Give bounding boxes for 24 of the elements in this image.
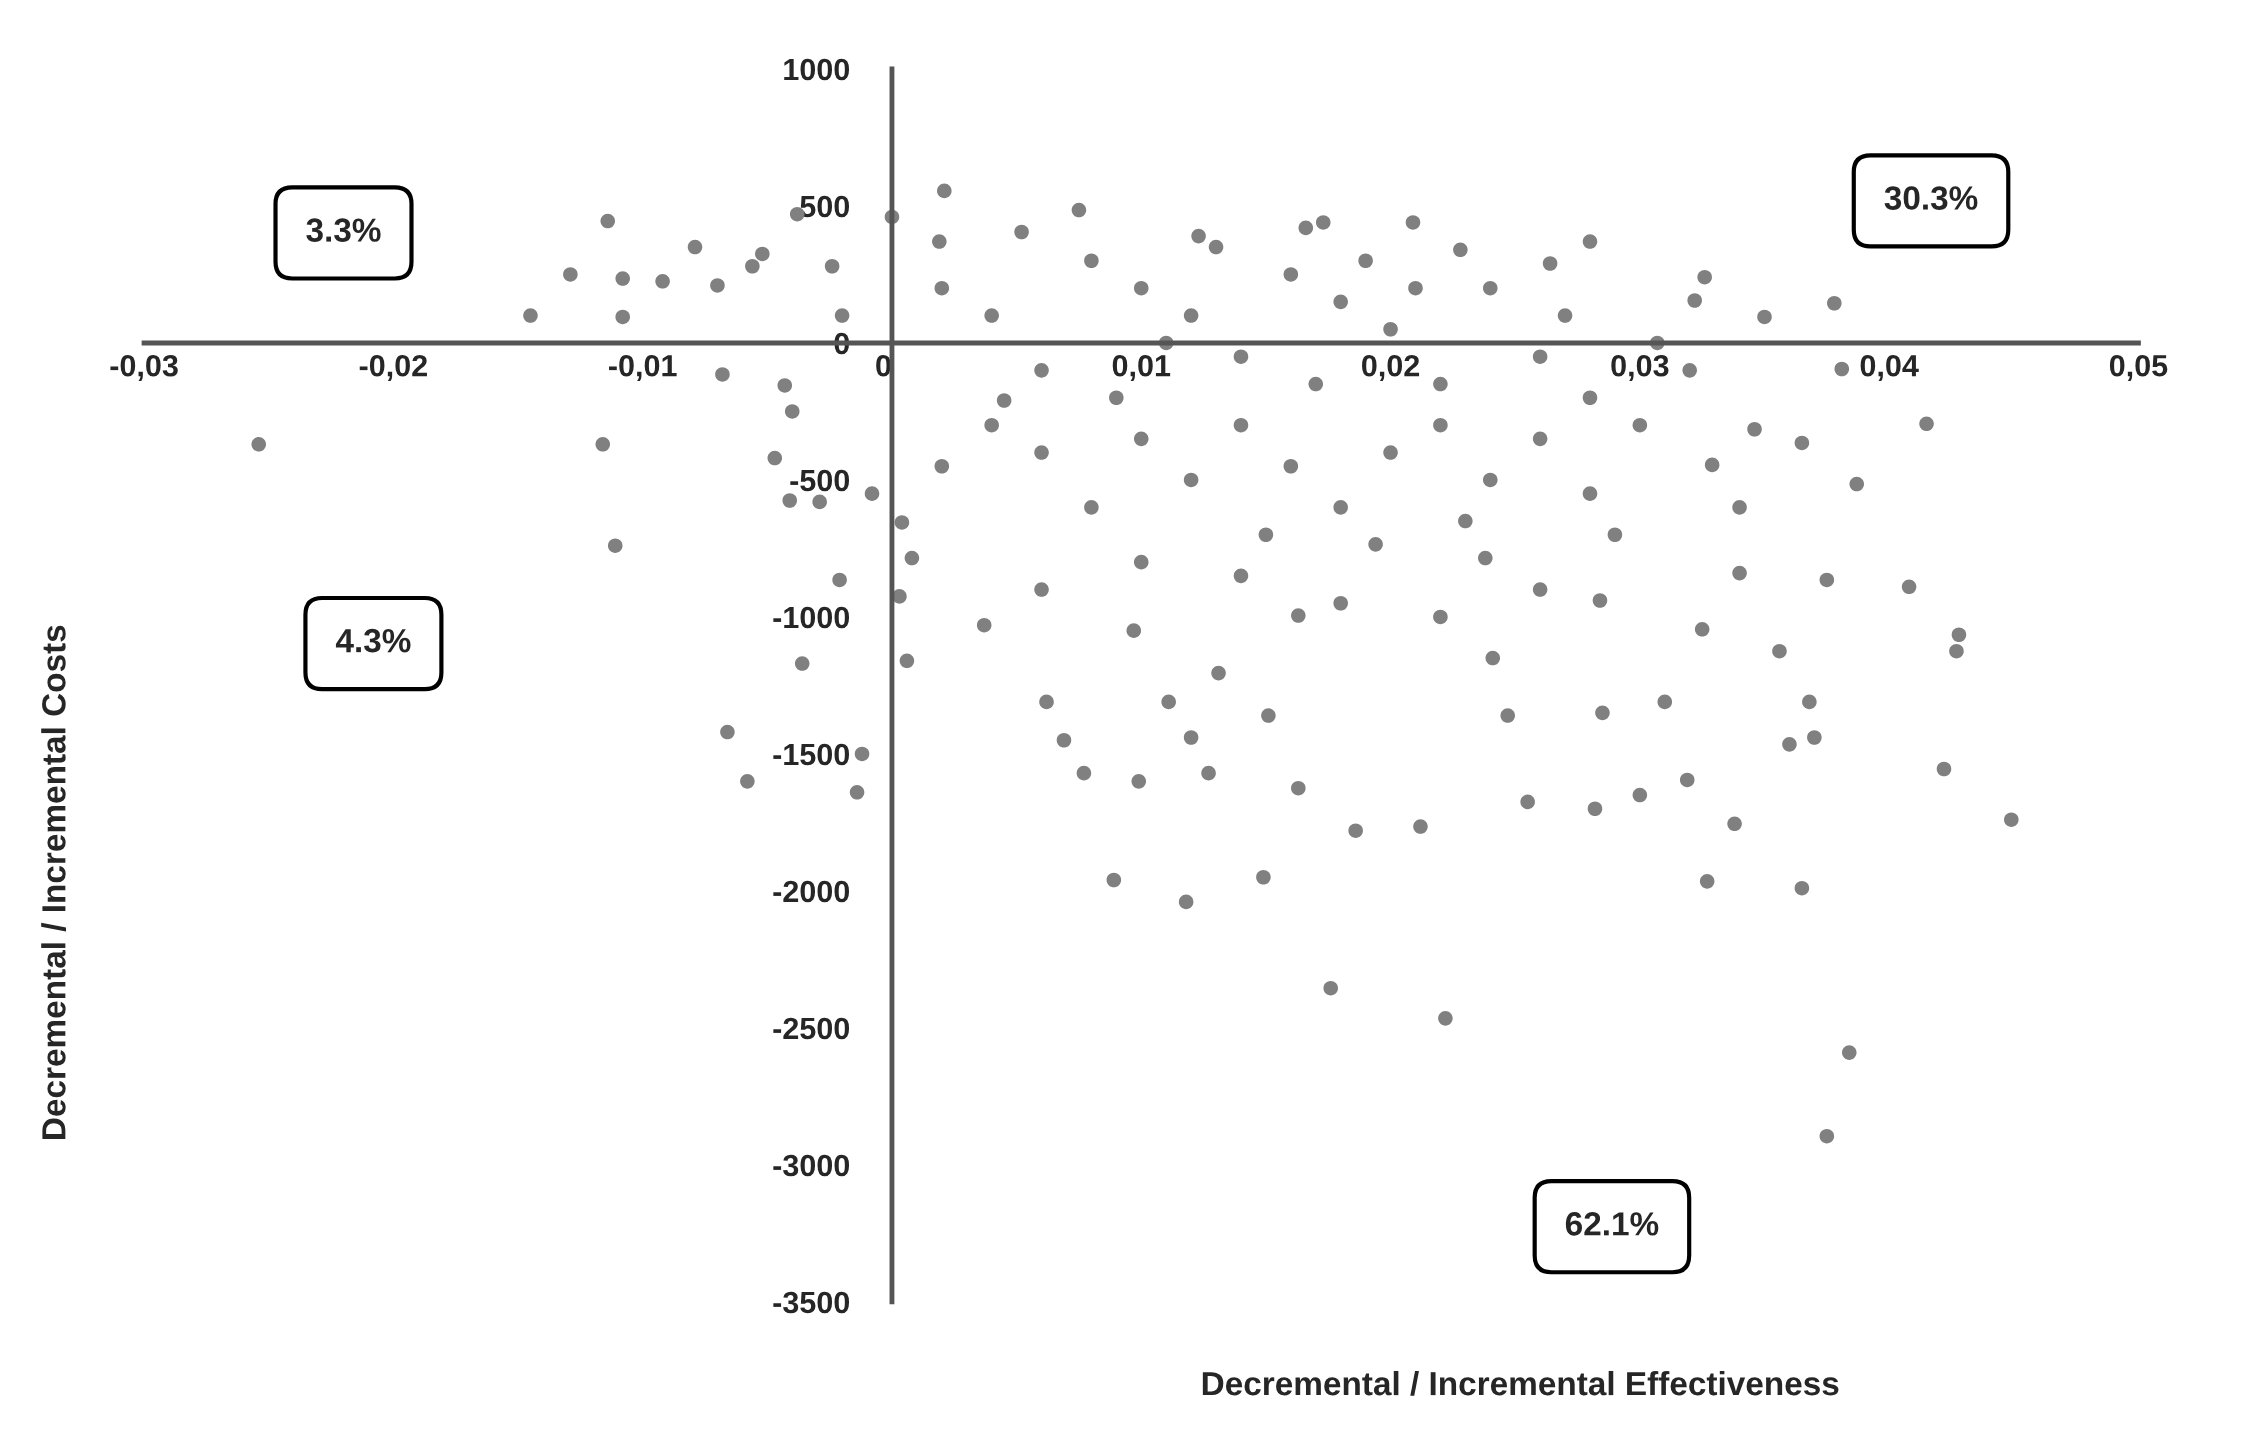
y-tick-label: -1000 — [773, 606, 850, 629]
x-tick-label: 0,04 — [1860, 354, 1919, 381]
annotation: 3.3% — [306, 218, 381, 242]
y-tick-label: -1500 — [773, 743, 850, 766]
y-axis-title: Decremental / Incremental Costs — [41, 625, 67, 1139]
x-tick-label: -0,02 — [359, 354, 427, 381]
x-tick-label: 0 — [876, 354, 891, 377]
y-tick-label: -500 — [790, 469, 850, 492]
y-tick-label: -3500 — [773, 1291, 850, 1314]
y-tick-label: -3000 — [773, 1154, 850, 1177]
x-tick-label: -0,01 — [609, 354, 677, 381]
x-tick-label: 0,03 — [1611, 354, 1669, 381]
annotation: 4.3% — [335, 628, 411, 653]
y-tick-label: -2000 — [773, 880, 850, 903]
x-tick-label: -0,03 — [110, 354, 178, 381]
annotation: 62.1% — [1565, 1212, 1659, 1236]
annotation: 30.3% — [1884, 186, 1978, 210]
x-axis-title: Decremental / Incremental Effectiveness — [1202, 1370, 1839, 1396]
y-tick-label: 1000 — [784, 58, 850, 81]
x-tick-label: 0,05 — [2109, 354, 2168, 381]
x-tick-label: 0,02 — [1362, 354, 1420, 381]
x-tick-label: 0,01 — [1112, 354, 1171, 381]
y-tick-label: -2500 — [773, 1017, 850, 1040]
y-tick-label: 500 — [800, 195, 850, 218]
